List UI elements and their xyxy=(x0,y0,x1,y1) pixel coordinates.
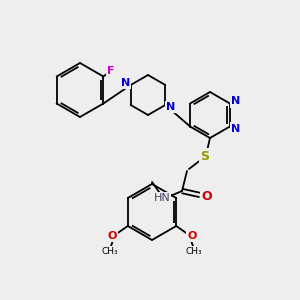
Text: CH₃: CH₃ xyxy=(186,247,202,256)
Text: F: F xyxy=(106,67,114,76)
Text: O: O xyxy=(202,190,212,202)
Text: N: N xyxy=(231,97,241,106)
Text: S: S xyxy=(200,149,209,163)
Text: N: N xyxy=(166,102,175,112)
Text: N: N xyxy=(231,124,241,134)
Text: CH₃: CH₃ xyxy=(101,247,118,256)
Text: N: N xyxy=(121,78,130,88)
Text: O: O xyxy=(107,231,116,241)
Text: HN: HN xyxy=(154,193,170,203)
Text: O: O xyxy=(188,231,197,241)
